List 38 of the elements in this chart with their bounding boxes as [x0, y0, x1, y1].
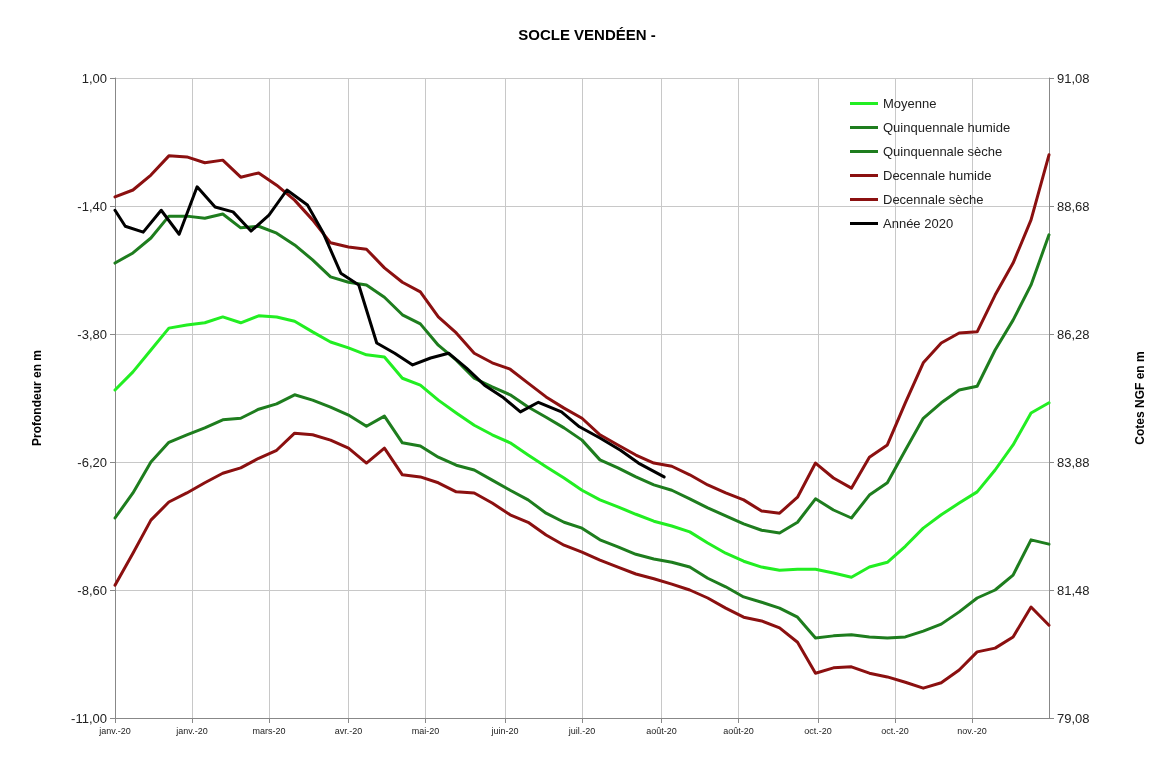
x-tick-label: août-20: [646, 725, 677, 736]
x-tick-label: janv.-20: [175, 725, 208, 736]
y2-tick-label: 88,68: [1057, 198, 1090, 214]
y-tick-label: 1,00: [81, 70, 107, 86]
chart-title: SOCLE VENDÉEN -: [518, 26, 656, 43]
y2-tick-label: 81,48: [1057, 582, 1090, 598]
line-series: [113, 393, 1051, 640]
x-tick-label: oct.-20: [881, 725, 909, 736]
x-tick-label: mars-20: [252, 725, 286, 736]
y-axis-title: Profondeur en m: [30, 349, 44, 447]
y-tick-label: -8,60: [77, 582, 107, 598]
legend-label: Moyenne: [883, 96, 937, 111]
line-series: [113, 314, 1051, 579]
y-tick-label: -6,20: [77, 454, 107, 470]
x-tick-label: juin-20: [490, 725, 519, 736]
x-tick-label: juil.-20: [567, 725, 596, 736]
line-series: [113, 212, 1051, 535]
legend-label: Decennale humide: [883, 168, 992, 183]
legend-label: Année 2020: [883, 216, 954, 231]
y-tick-label: -1,40: [77, 198, 107, 214]
x-tick-label: mai-20: [411, 725, 440, 736]
line-series: [113, 431, 1051, 690]
legend-label: Decennale sèche: [883, 192, 984, 207]
y2-tick-label: 79,08: [1057, 710, 1090, 726]
x-tick-label: janv.-20: [98, 725, 131, 736]
legend-label: Quinquennale sèche: [883, 144, 1003, 159]
y2-tick-label: 91,08: [1057, 70, 1090, 86]
y2-axis-title: Cotes NGF en m: [1133, 351, 1147, 445]
x-tick-label: août-20: [723, 725, 754, 736]
legend-label: Quinquennale humide: [883, 120, 1011, 135]
y-tick-label: -11,00: [71, 710, 107, 726]
y2-tick-label: 86,28: [1057, 326, 1090, 342]
x-tick-label: oct.-20: [804, 725, 832, 736]
y2-tick-label: 83,88: [1057, 454, 1090, 470]
x-tick-label: avr.-20: [334, 725, 363, 736]
y-tick-label: -3,80: [77, 326, 107, 342]
x-tick-label: nov.-20: [957, 725, 987, 736]
line-series: [113, 185, 666, 479]
